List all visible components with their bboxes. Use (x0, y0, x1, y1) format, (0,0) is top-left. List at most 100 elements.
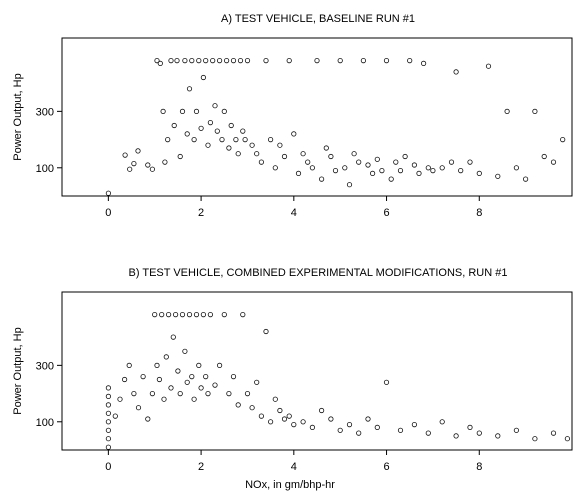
data-point-b (175, 368, 181, 374)
data-point-a (485, 63, 492, 69)
points-a (105, 57, 566, 196)
data-point-b (476, 430, 482, 436)
data-point-b (200, 311, 206, 318)
data-point-a (177, 153, 183, 160)
data-point-a (369, 170, 376, 176)
data-point-a (379, 168, 385, 174)
data-point-a (162, 159, 168, 165)
data-point-a (532, 108, 538, 115)
data-point-a (267, 137, 274, 143)
data-point-b (163, 354, 169, 360)
data-point-b (105, 436, 112, 442)
data-point-a (323, 145, 329, 151)
data-point-b (532, 436, 538, 442)
data-point-a (263, 57, 269, 64)
x-tick-label-a-2: 4 (291, 207, 297, 219)
data-point-a (200, 74, 206, 81)
x-tick-label-b-2: 4 (291, 461, 297, 473)
data-point-a (214, 128, 220, 134)
data-point-a (286, 57, 292, 64)
data-point-b (254, 379, 260, 385)
data-point-b (182, 348, 188, 354)
data-point-a (193, 108, 200, 115)
chart-title-a: A) TEST VEHICLE, BASELINE RUN #1 (221, 13, 415, 25)
data-point-a (356, 159, 362, 165)
data-point-a (189, 57, 195, 64)
data-point-b (374, 424, 380, 430)
data-point-b (131, 390, 137, 397)
data-point-a (560, 137, 566, 143)
axis-ticks-a: 0 2 4 6 8 100 300 (36, 106, 483, 219)
y-tick-label-b-1: 300 (36, 360, 54, 372)
data-point-a (458, 168, 464, 174)
data-point-a (207, 120, 213, 126)
data-point-b (309, 424, 315, 430)
data-point-a (388, 176, 394, 182)
data-point-a (174, 57, 180, 64)
data-point-b (439, 419, 445, 425)
data-point-a (522, 176, 529, 182)
data-point-a (258, 159, 264, 165)
data-point-b (159, 311, 165, 318)
data-point-b (221, 311, 227, 318)
data-point-b (277, 407, 283, 414)
data-point-b (161, 396, 167, 402)
data-point-a (411, 162, 417, 168)
data-point-b (117, 396, 123, 402)
data-point-b (149, 390, 155, 397)
data-point-b (365, 416, 371, 422)
data-point-a (135, 148, 141, 154)
data-point-a (541, 153, 547, 160)
data-point-a (425, 165, 431, 171)
y-tick-label-b-0: 100 (36, 417, 54, 429)
data-point-b (140, 373, 146, 380)
data-point-b (177, 390, 183, 397)
data-point-b (397, 427, 404, 433)
data-point-a (467, 159, 473, 165)
data-point-b (145, 416, 151, 422)
data-point-a (272, 165, 278, 171)
x-tick-label-a-4: 8 (476, 207, 482, 219)
data-point-a (254, 151, 260, 157)
data-point-a (453, 69, 459, 75)
data-point-a (228, 122, 234, 129)
data-point-b (105, 410, 112, 416)
data-point-a (217, 57, 223, 64)
data-point-a (281, 153, 288, 160)
data-point-b (179, 311, 186, 318)
data-point-b (196, 362, 202, 368)
data-point-b (267, 419, 274, 425)
data-point-b (235, 402, 241, 408)
data-point-b (286, 413, 292, 419)
data-point-b (425, 430, 431, 436)
y-axis-label-a: Power Output, Hp (12, 73, 24, 160)
x-tick-label-b-3: 6 (383, 461, 389, 473)
data-point-b (198, 385, 204, 391)
data-point-a (240, 128, 246, 134)
data-point-b (112, 413, 118, 419)
data-point-a (196, 57, 202, 64)
data-point-a (182, 57, 188, 64)
data-point-b (226, 390, 232, 397)
data-point-a (550, 159, 557, 165)
data-point-b (135, 405, 142, 411)
data-point-a (374, 156, 380, 162)
data-point-a (171, 122, 177, 129)
data-point-b (513, 427, 520, 433)
data-point-b (193, 311, 200, 318)
chart-title-b: B) TEST VEHICLE, COMBINED EXPERIMENTAL M… (129, 267, 508, 279)
data-point-b (272, 396, 278, 402)
data-point-a (131, 161, 137, 167)
data-point-b (217, 362, 223, 368)
data-point-b (453, 433, 459, 439)
data-point-a (210, 57, 216, 64)
data-point-b (170, 334, 176, 340)
x-axis-title: NOx, in gm/bhp-hr (245, 479, 335, 491)
data-point-a (233, 137, 239, 143)
data-point-b (105, 402, 112, 408)
data-point-a (513, 165, 520, 171)
data-point-b (291, 421, 297, 428)
data-point-b (244, 390, 251, 397)
axis-ticks-b: 0 2 4 6 8 100 300 (36, 360, 483, 473)
data-point-b (152, 311, 158, 318)
